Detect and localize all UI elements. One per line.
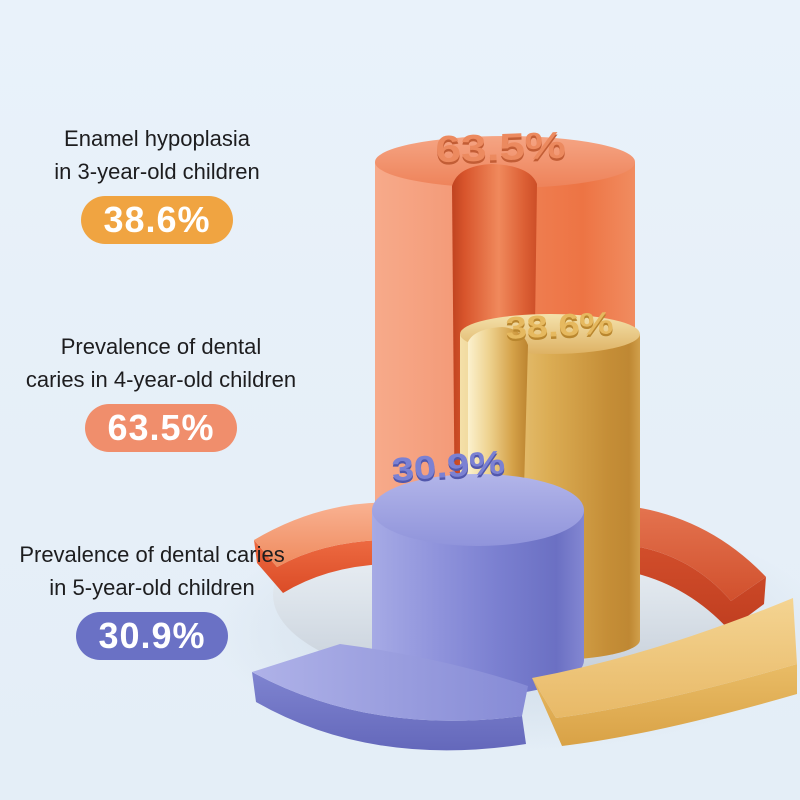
- ring-segment-yellow-front-top: [532, 598, 797, 718]
- purple-cylinder-value-text: 30.9%: [390, 444, 506, 489]
- purple-cylinder-top: [372, 474, 584, 546]
- orange-cylinder-value-text: 63.5%: [435, 124, 567, 171]
- purple-cylinder-body: [372, 510, 584, 696]
- ring-segment-red-right: [620, 505, 766, 630]
- ring-segment-red-right-top: [620, 505, 766, 601]
- yellow-cylinder-value-text: 38.6%: [505, 306, 614, 346]
- ring-segment-yellow-front-side: [532, 664, 797, 746]
- ring-segment-purple-front: [252, 644, 528, 751]
- ring-segment-red-right-side: [620, 544, 766, 630]
- ring-segment-purple-front-top: [252, 644, 528, 721]
- purple-cylinder-value-shadow: 30.9%: [391, 446, 507, 491]
- ring-segment-yellow-front: [532, 598, 797, 746]
- ring-segment-purple-front-side: [252, 672, 526, 751]
- orange-cylinder-top: [375, 136, 635, 188]
- purple-cylinder-group: 30.9% 30.9%: [372, 444, 584, 696]
- orange-cylinder-value-shadow: 63.5%: [435, 126, 567, 173]
- ring-segment-orange-left-side: [254, 539, 409, 593]
- yellow-cylinder-value-shadow: 38.6%: [505, 309, 614, 349]
